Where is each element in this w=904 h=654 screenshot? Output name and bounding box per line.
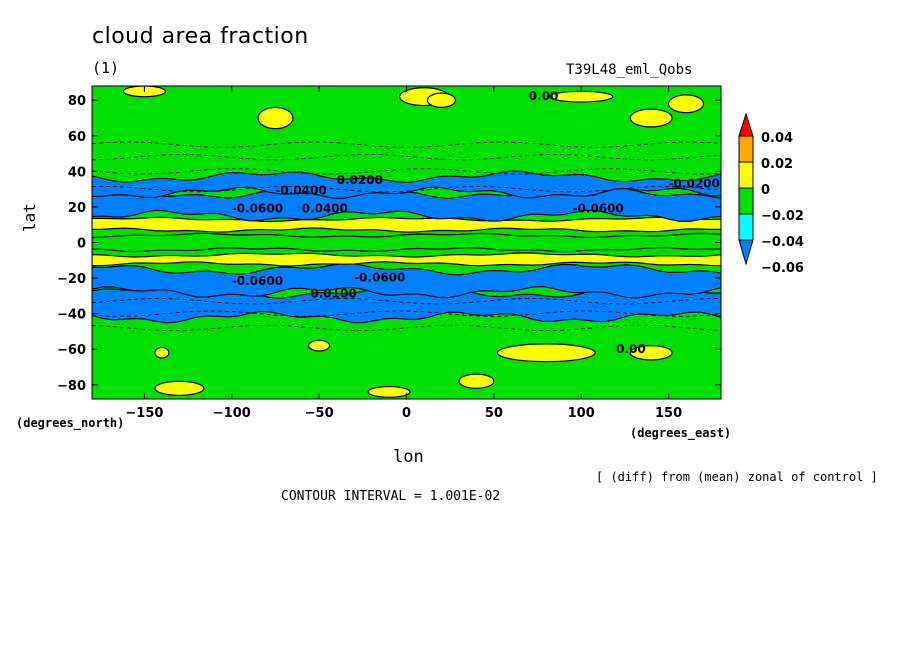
diff-note: [ (diff) from (mean) zonal of control ] bbox=[596, 470, 878, 484]
patch-9 bbox=[629, 345, 673, 361]
x-tick-label: 150 bbox=[655, 406, 682, 421]
colorbar-label: 0.02 bbox=[761, 157, 793, 172]
contour-label: -0.0600 bbox=[354, 271, 405, 285]
contour-label: -0.0600 bbox=[572, 201, 623, 215]
contour-label: -0.0600 bbox=[232, 201, 283, 215]
colorbar-label: −0.06 bbox=[761, 261, 804, 276]
colorbar-label: −0.02 bbox=[761, 209, 804, 224]
patch-13 bbox=[367, 385, 411, 398]
patch-1 bbox=[426, 92, 457, 108]
contour-line bbox=[92, 298, 721, 305]
panel-label: (1) bbox=[92, 59, 120, 77]
lon-units: (degrees_east) bbox=[630, 426, 732, 440]
patch-12 bbox=[458, 373, 495, 389]
band-4 bbox=[92, 232, 721, 253]
band-2 bbox=[92, 262, 721, 299]
contour-line bbox=[92, 154, 721, 161]
y-tick-label: −60 bbox=[57, 343, 86, 358]
x-tick-label: −150 bbox=[125, 406, 163, 421]
patch-6 bbox=[549, 90, 614, 103]
contour-line bbox=[92, 310, 721, 317]
colorbar-swatch bbox=[738, 213, 754, 241]
colorbar-extend-low bbox=[738, 239, 754, 266]
y-tick-label: −20 bbox=[57, 272, 86, 287]
colorbar-extend-high bbox=[738, 112, 754, 137]
colorbar-swatch bbox=[738, 187, 754, 215]
x-tick-label: 50 bbox=[485, 406, 503, 421]
contour-label: 0.00 bbox=[529, 89, 559, 103]
y-tick-label: 80 bbox=[68, 94, 86, 109]
contour-label: -0.0600 bbox=[232, 274, 283, 288]
y-tick-label: −80 bbox=[57, 379, 86, 394]
contour-line bbox=[92, 168, 721, 175]
colorbar-swatch bbox=[738, 161, 754, 189]
band-3 bbox=[92, 252, 721, 267]
patch-5 bbox=[667, 94, 705, 114]
patch-11 bbox=[308, 339, 331, 352]
contour-label: 0.0100 bbox=[310, 287, 356, 301]
colorbar-label: 0 bbox=[761, 183, 770, 198]
patch-7 bbox=[154, 380, 205, 397]
lat-units: (degrees_north) bbox=[16, 416, 125, 430]
y-tick-label: 0 bbox=[77, 237, 86, 252]
colorbar-swatch bbox=[738, 135, 754, 163]
run-name: T39L48_eml_Qobs bbox=[566, 62, 693, 78]
contour-label: 0.00 bbox=[616, 342, 646, 356]
colorbar-label: 0.04 bbox=[761, 131, 793, 146]
contour-label: -0.0200 bbox=[669, 176, 720, 190]
x-axis-label: lon bbox=[393, 447, 424, 467]
contour-line bbox=[92, 141, 721, 148]
chart-title: cloud area fraction bbox=[92, 24, 309, 49]
contour-line bbox=[92, 324, 721, 331]
patch-4 bbox=[629, 108, 673, 128]
contour-label: -0.0400 bbox=[275, 183, 326, 197]
patch-10 bbox=[154, 346, 170, 359]
y-tick-label: 60 bbox=[68, 130, 86, 145]
y-tick-label: 40 bbox=[68, 165, 86, 180]
contour-interval: CONTOUR INTERVAL = 1.001E-02 bbox=[281, 489, 501, 504]
x-tick-label: −100 bbox=[213, 406, 251, 421]
y-axis-label: lat bbox=[20, 203, 39, 232]
contour-line bbox=[92, 186, 721, 193]
patch-2 bbox=[257, 106, 294, 130]
x-tick-label: −50 bbox=[305, 406, 334, 421]
y-tick-label: −40 bbox=[57, 308, 86, 323]
patch-8 bbox=[496, 343, 596, 363]
contour-label: 0.0200 bbox=[337, 173, 383, 187]
x-tick-label: 100 bbox=[568, 406, 595, 421]
contour-label: 0.0400 bbox=[302, 201, 348, 215]
y-tick-label: 20 bbox=[68, 201, 86, 216]
x-tick-label: 0 bbox=[402, 406, 411, 421]
band-5 bbox=[92, 216, 721, 233]
colorbar-label: −0.04 bbox=[761, 235, 804, 250]
